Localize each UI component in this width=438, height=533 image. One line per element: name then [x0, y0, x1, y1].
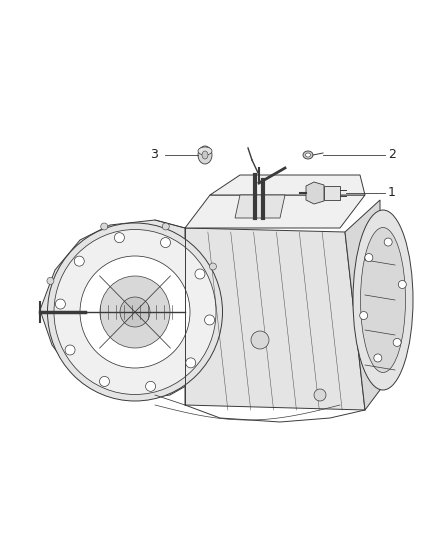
Polygon shape: [185, 228, 365, 410]
Polygon shape: [40, 220, 228, 400]
Circle shape: [162, 223, 169, 230]
Circle shape: [314, 389, 326, 401]
Circle shape: [365, 254, 373, 262]
Circle shape: [114, 233, 124, 243]
Text: 2: 2: [388, 149, 396, 161]
Ellipse shape: [353, 210, 413, 390]
Ellipse shape: [100, 276, 170, 348]
Ellipse shape: [198, 147, 212, 155]
Circle shape: [99, 376, 110, 386]
Circle shape: [56, 299, 65, 309]
Text: 3: 3: [150, 149, 158, 161]
Circle shape: [398, 280, 406, 288]
Circle shape: [360, 311, 367, 319]
Circle shape: [384, 238, 392, 246]
Polygon shape: [306, 182, 324, 204]
Ellipse shape: [80, 256, 190, 368]
Circle shape: [393, 338, 401, 346]
Circle shape: [101, 223, 108, 230]
Circle shape: [374, 354, 382, 362]
Ellipse shape: [305, 153, 311, 157]
Ellipse shape: [198, 146, 212, 164]
Circle shape: [47, 277, 54, 285]
Ellipse shape: [120, 297, 150, 327]
Circle shape: [209, 263, 216, 270]
Circle shape: [65, 345, 75, 355]
Circle shape: [186, 358, 196, 368]
Ellipse shape: [47, 223, 223, 401]
Circle shape: [205, 315, 215, 325]
Polygon shape: [345, 200, 380, 410]
Circle shape: [160, 238, 170, 247]
Ellipse shape: [303, 151, 313, 159]
Ellipse shape: [202, 151, 208, 159]
Ellipse shape: [54, 230, 216, 394]
Circle shape: [195, 269, 205, 279]
Polygon shape: [210, 175, 365, 195]
Circle shape: [74, 256, 84, 266]
Ellipse shape: [251, 331, 269, 349]
Circle shape: [145, 381, 155, 391]
Ellipse shape: [360, 228, 406, 373]
Text: 1: 1: [388, 187, 396, 199]
Polygon shape: [185, 195, 365, 228]
Polygon shape: [324, 186, 340, 200]
Polygon shape: [235, 195, 285, 218]
